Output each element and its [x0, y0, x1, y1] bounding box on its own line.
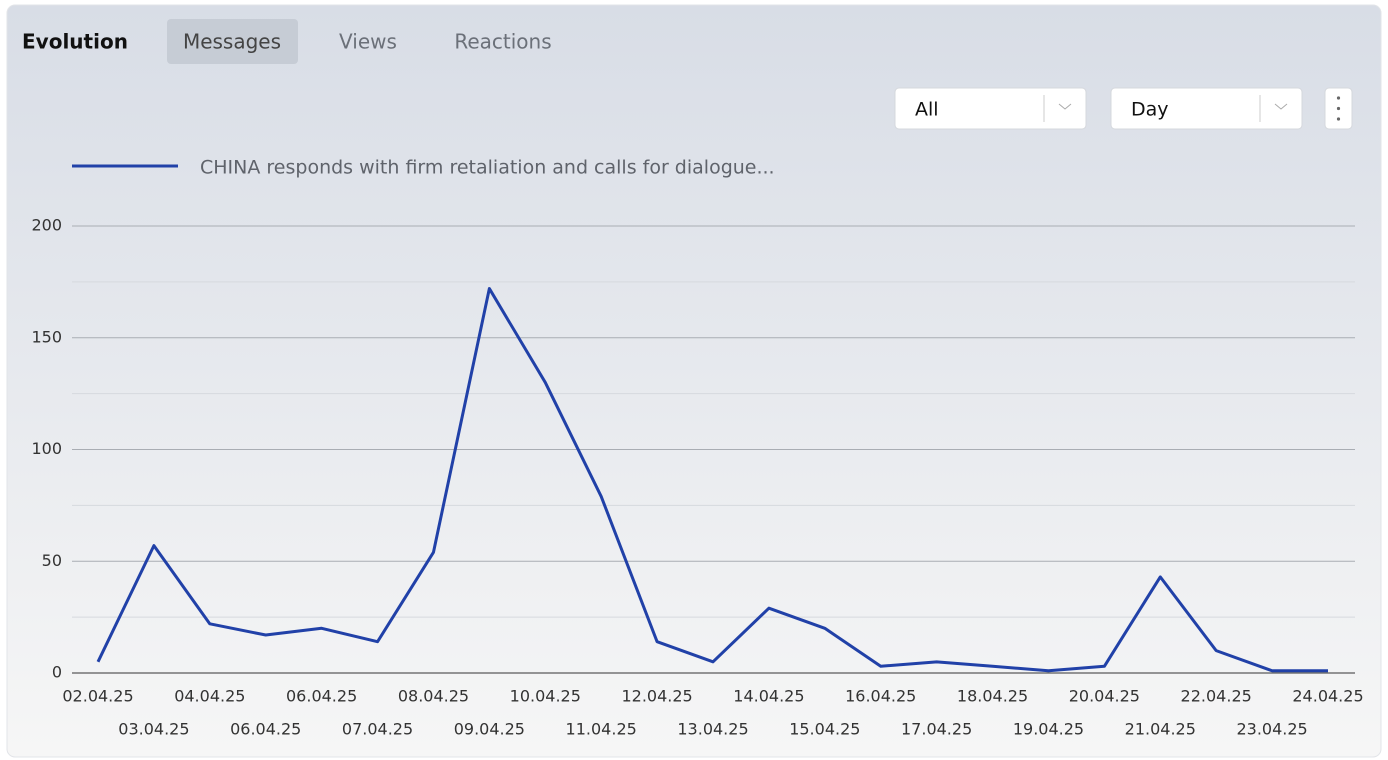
- x-tick-label: 11.04.25: [566, 720, 637, 739]
- x-tick-label: 18.04.25: [957, 687, 1028, 706]
- x-tick-label: 24.04.25: [1292, 687, 1363, 706]
- x-tick-label: 09.04.25: [454, 720, 525, 739]
- x-tick-label: 08.04.25: [398, 687, 469, 706]
- x-tick-label: 03.04.25: [118, 720, 189, 739]
- x-tick-label: 15.04.25: [789, 720, 860, 739]
- x-tick-label: 16.04.25: [845, 687, 916, 706]
- x-tick-label: 12.04.25: [621, 687, 692, 706]
- dropdown-box: [894, 87, 1087, 130]
- section-title: Evolution: [22, 30, 128, 54]
- period-dropdown[interactable]: Day: [1110, 87, 1303, 130]
- x-tick-label: 17.04.25: [901, 720, 972, 739]
- x-tick-label: 06.04.25: [286, 687, 357, 706]
- card-bg: [6, 4, 1382, 758]
- y-tick-label: 200: [31, 216, 62, 235]
- dropdown-value: All: [915, 99, 939, 121]
- tab[interactable]: Views: [339, 30, 397, 54]
- legend-label: CHINA responds with firm retaliation and…: [200, 157, 775, 179]
- chevron: [1058, 103, 1072, 110]
- x-tick-label: 21.04.25: [1125, 720, 1196, 739]
- y-tick-label: 150: [31, 327, 62, 346]
- tab[interactable]: Messages: [183, 30, 281, 54]
- x-tick-label: 23.04.25: [1236, 720, 1307, 739]
- line-series: [96, 287, 1328, 673]
- x-tick-label: 19.04.25: [1013, 720, 1084, 739]
- y-tick-label: 50: [42, 551, 62, 570]
- dropdown-value: Day: [1131, 99, 1169, 121]
- dot: [1336, 106, 1341, 111]
- active-tab-bg: [167, 19, 298, 64]
- x-tick-label: 02.04.25: [62, 687, 133, 706]
- x-tick-label: 06.04.25: [230, 720, 301, 739]
- x-tick-label: 04.04.25: [174, 687, 245, 706]
- y-tick-label: 100: [31, 439, 62, 458]
- x-tick-label: 07.04.25: [342, 720, 413, 739]
- tab[interactable]: Reactions: [454, 30, 551, 54]
- menu-button[interactable]: [1324, 87, 1353, 130]
- filter-dropdown[interactable]: All: [894, 87, 1087, 130]
- x-tick-label: 10.04.25: [510, 687, 581, 706]
- x-tick-label: 13.04.25: [677, 720, 748, 739]
- x-tick-label: 22.04.25: [1181, 687, 1252, 706]
- chevron: [1274, 103, 1288, 110]
- dot: [1336, 96, 1341, 100]
- y-tick-label: 0: [52, 663, 62, 682]
- dot: [1336, 117, 1341, 121]
- x-tick-label: 20.04.25: [1069, 687, 1140, 706]
- dropdown-box: [1110, 87, 1303, 130]
- x-tick-label: 14.04.25: [733, 687, 804, 706]
